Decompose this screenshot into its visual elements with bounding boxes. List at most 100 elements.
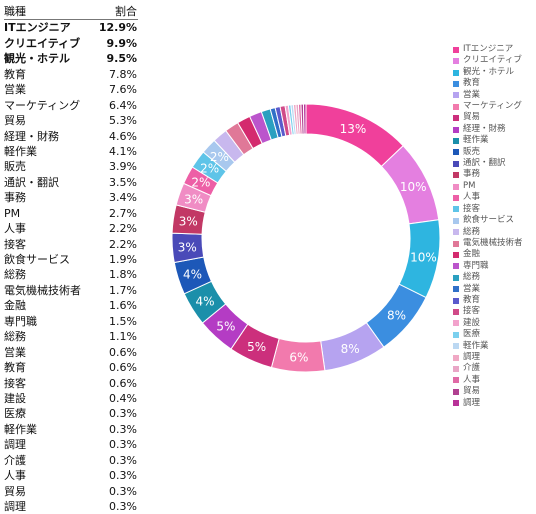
slice-label: 10%: [410, 251, 437, 265]
legend-label: 専門職: [463, 260, 489, 271]
occupation-name: 接客: [4, 376, 26, 390]
donut-slice-labels: 13%10%10%8%8%6%5%5%4%4%3%3%3%2%2%2%: [178, 122, 437, 364]
occupation-name: PM: [4, 206, 21, 220]
occupation-share: 3.9%: [109, 160, 137, 174]
legend-label: 教育: [463, 294, 481, 305]
table-header-row: 職種 割合: [4, 4, 138, 21]
occupation-name: 通訳・翻訳: [4, 175, 59, 189]
legend-label: 貿易: [463, 386, 481, 397]
occupation-name: 飲食サービス: [4, 253, 70, 266]
table-row: 医療 0.3%: [4, 406, 138, 421]
table-row: 介護 0.3%: [4, 453, 138, 468]
occupation-name: 営業: [4, 83, 26, 97]
legend-swatch: [453, 137, 459, 144]
occupation-share: 1.7%: [109, 283, 137, 297]
legend-item: 貿易: [453, 386, 535, 397]
legend-swatch: [453, 309, 459, 316]
table-row: 接客 2.2%: [4, 237, 138, 252]
legend-item: 貿易: [453, 112, 535, 123]
legend-label: 営業: [463, 89, 481, 100]
legend-label: 軽作業: [463, 135, 489, 146]
occupation-share: 2.7%: [109, 206, 137, 220]
legend-label: 医療: [463, 329, 481, 340]
table-row: 貿易 0.3%: [4, 484, 138, 499]
legend-item: 金融: [453, 249, 535, 260]
table-row: 電気機械技術者 1.7%: [4, 283, 138, 298]
legend-swatch: [453, 240, 459, 247]
legend-label: 接客: [463, 306, 481, 317]
legend-item: 総務: [453, 272, 535, 283]
legend-label: 総務: [463, 272, 481, 283]
occupation-name: 金融: [4, 299, 26, 313]
occupation-table: 職種 割合 ITエンジニア 12.9% クリエイティブ 9.9% 観光・ホテル 9.5% 教…: [4, 4, 138, 514]
occupation-share: 2.2%: [109, 222, 137, 236]
occupation-share: 0.3%: [109, 438, 137, 452]
legend-swatch: [453, 183, 459, 190]
legend-label: 人事: [463, 192, 481, 203]
table-body: ITエンジニア 12.9% クリエイティブ 9.9% 観光・ホテル 9.5% 教育 7.8% 営…: [4, 20, 138, 514]
occupation-share: 9.9%: [106, 36, 137, 50]
occupation-share: 1.6%: [109, 299, 137, 313]
legend-label: 販売: [463, 146, 481, 157]
table-row: 金融 1.6%: [4, 298, 138, 313]
legend-swatch: [453, 377, 459, 384]
occupation-share: 2.2%: [109, 237, 137, 251]
slice-label: 5%: [216, 319, 235, 333]
legend-swatch: [453, 343, 459, 350]
table-row: 軽作業 0.3%: [4, 422, 138, 437]
table-row: 飲食サービス 1.9%: [4, 252, 138, 267]
occupation-share: 1.8%: [109, 268, 137, 282]
table-row: 営業 7.6%: [4, 82, 138, 97]
occupation-name: 調理: [4, 500, 26, 513]
occupation-share: 7.6%: [109, 83, 137, 97]
legend-swatch: [453, 297, 459, 304]
legend-swatch: [453, 388, 459, 395]
header-occupation: 職種: [4, 5, 26, 18]
table-row: 通訳・翻訳 3.5%: [4, 175, 138, 190]
legend-label: 軽作業: [463, 340, 489, 351]
legend-item: 人事: [453, 192, 535, 203]
table-row: 教育 7.8%: [4, 67, 138, 82]
legend-item: 教育: [453, 78, 535, 89]
table-row: 調理 0.3%: [4, 437, 138, 452]
occupation-share: 6.4%: [109, 98, 137, 112]
occupation-share: 1.9%: [109, 253, 137, 266]
occupation-share: 0.3%: [109, 453, 137, 467]
legend-item: 教育: [453, 295, 535, 306]
legend-item: マーケティング: [453, 101, 535, 112]
occupation-name: マーケティング: [4, 98, 81, 112]
legend-label: 介護: [463, 363, 481, 374]
legend-swatch: [453, 149, 459, 156]
legend-swatch: [453, 286, 459, 293]
legend-item: 観光・ホテル: [453, 67, 535, 78]
table-row: PM 2.7%: [4, 206, 138, 221]
table-row: 教育 0.6%: [4, 360, 138, 375]
table-row: 総務 1.1%: [4, 329, 138, 344]
legend-swatch: [453, 46, 459, 53]
occupation-share: 1.5%: [109, 314, 137, 328]
legend-swatch: [453, 229, 459, 236]
occupation-name: 販売: [4, 160, 26, 174]
occupation-name: 介護: [4, 453, 26, 467]
legend-item: 販売: [453, 147, 535, 158]
donut-slices: [171, 103, 441, 373]
occupation-name: 経理・財務: [4, 129, 59, 143]
table-row: 営業 0.6%: [4, 345, 138, 360]
header-share: 割合: [115, 5, 137, 18]
legend-item: 軽作業: [453, 135, 535, 146]
slice-label: 2%: [191, 176, 210, 190]
legend-item: 介護: [453, 363, 535, 374]
legend-swatch: [453, 160, 459, 167]
donut-slice: [302, 103, 307, 135]
occupation-name: 電気機械技術者: [4, 283, 81, 297]
occupation-name: 人事: [4, 469, 26, 483]
slice-label: 5%: [247, 340, 266, 354]
slice-label: 2%: [200, 162, 219, 176]
occupation-name: 総務: [4, 268, 26, 282]
occupation-share: 1.1%: [109, 330, 137, 344]
table-row: 総務 1.8%: [4, 267, 138, 282]
table-row: 調理 0.3%: [4, 499, 138, 514]
legend-label: 金融: [463, 249, 481, 260]
table-row: 建設 0.4%: [4, 391, 138, 406]
legend-swatch: [453, 80, 459, 87]
